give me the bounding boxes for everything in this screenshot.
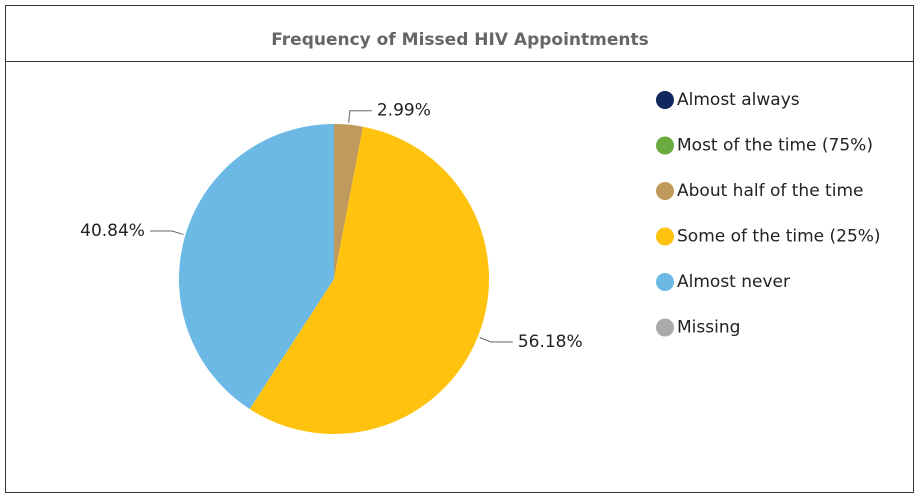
legend-swatch [656,136,674,155]
legend-swatch [656,318,674,337]
legend-text: Almost never [677,272,790,292]
leader-line [348,110,372,123]
pie-slice [334,124,363,279]
legend-text: Missing [677,318,740,338]
legend-swatch [656,91,674,109]
leader-line [479,337,513,343]
value-label: 40.84% [80,221,145,241]
legend-text: Some of the time (25%) [677,227,881,247]
pie-slice [249,126,489,434]
legend-text: Most of the time (75%) [677,136,873,156]
chart-title: Frequency of Missed HIV Appointments [271,30,648,50]
legend-swatch [656,182,674,200]
pie-slice [179,123,334,410]
value-label: 2.99% [377,101,431,121]
leader-line [149,230,184,235]
legend-swatch [656,273,674,291]
legend-text: Almost always [677,90,800,110]
legend-swatch [656,227,674,246]
value-label: 56.18% [518,332,583,352]
legend-text: About half of the time [677,181,863,201]
